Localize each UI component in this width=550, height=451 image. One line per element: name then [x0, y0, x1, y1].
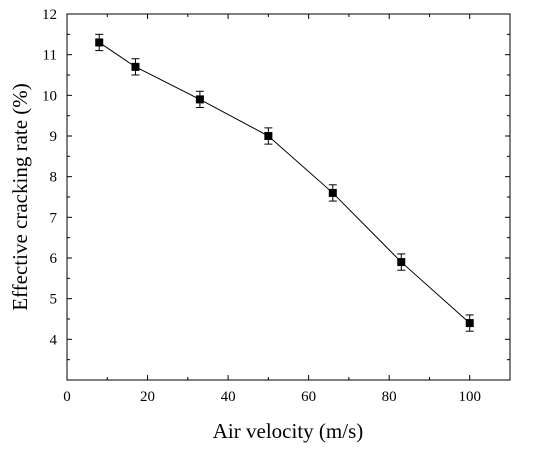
x-tick-label: 20	[140, 389, 155, 405]
data-point	[131, 62, 140, 71]
data-point	[397, 258, 406, 267]
x-tick-label: 80	[382, 389, 397, 405]
y-tick-label: 8	[50, 170, 58, 186]
data-point	[264, 132, 273, 140]
y-tick-label: 7	[50, 210, 58, 226]
y-tick-label: 11	[43, 48, 57, 64]
y-axis-title: Effective cracking rate (%)	[8, 83, 32, 311]
y-tick-label: 4	[50, 332, 58, 348]
x-tick-label: 40	[221, 389, 236, 405]
y-tick-label: 10	[42, 88, 57, 104]
y-axis: 4 5 6 7 8 9 10 11 12	[42, 7, 510, 381]
data-point	[195, 95, 204, 104]
series-layer	[95, 33, 474, 332]
x-tick-label: 60	[301, 389, 316, 405]
data-point	[95, 38, 104, 47]
y-tick-label: 6	[50, 251, 58, 267]
x-axis: 0 20 40 60 80 100	[63, 14, 481, 405]
data-point	[328, 188, 337, 197]
series-line	[98, 42, 471, 324]
y-tick-label: 5	[50, 292, 58, 308]
x-tick-label: 100	[458, 389, 481, 405]
x-axis-title: Air velocity (m/s)	[213, 419, 363, 443]
x-tick-label: 0	[63, 389, 71, 405]
data-point	[465, 319, 474, 328]
y-tick-label: 12	[42, 7, 57, 23]
y-tick-label: 9	[50, 129, 58, 145]
